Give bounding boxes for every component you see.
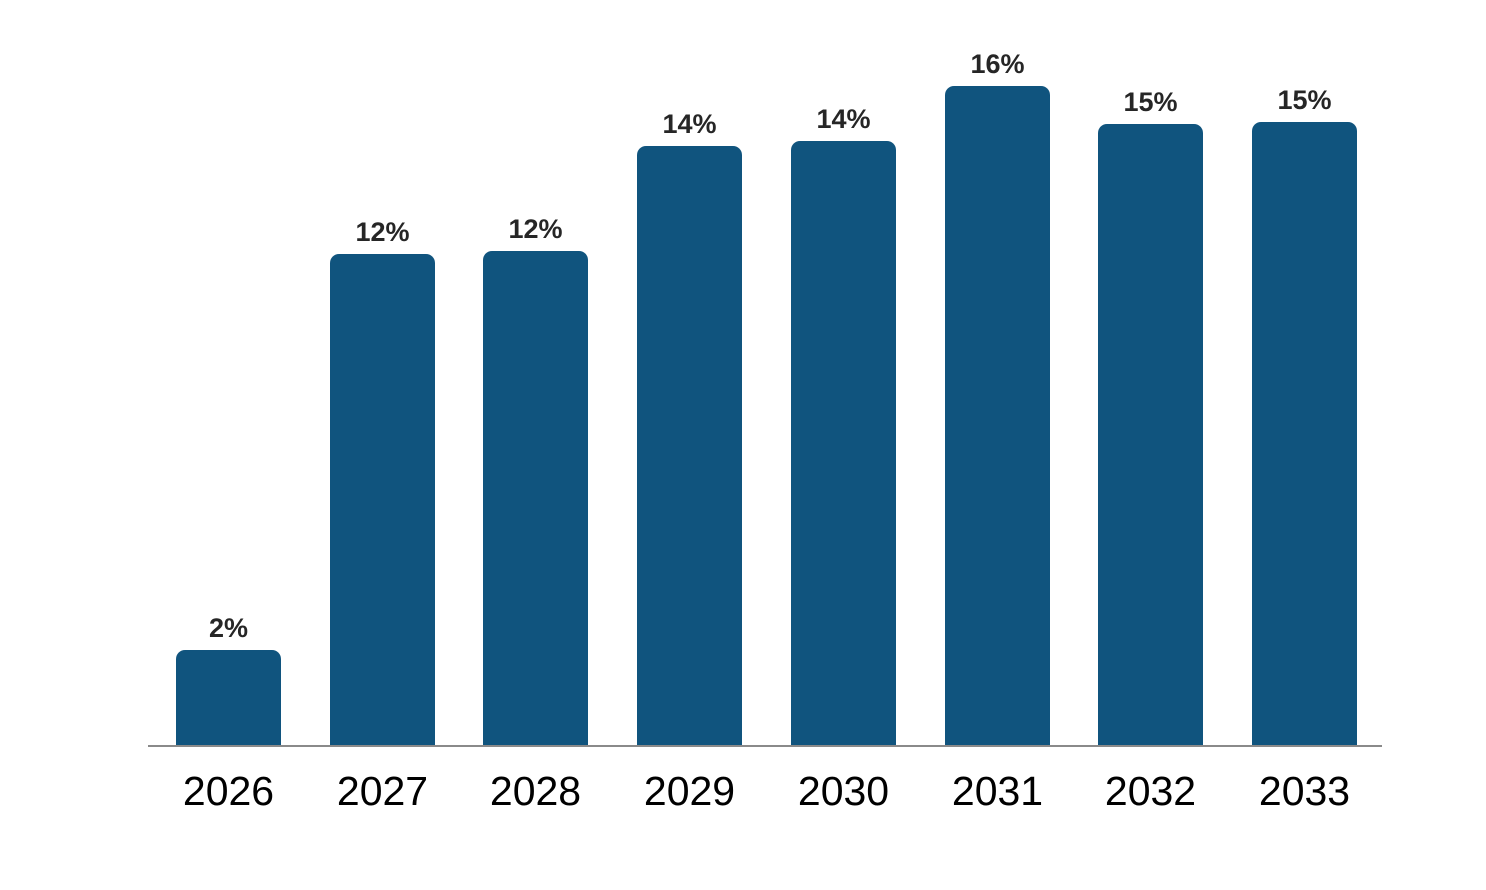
x-tick-label: 2028 — [489, 768, 582, 814]
bar-value-label: 2% — [208, 613, 249, 643]
bar-value-label: 12% — [355, 217, 410, 247]
bar-group-2030: 14% — [791, 0, 896, 745]
bar-group-2027: 12% — [330, 0, 435, 745]
x-tick-label: 2030 — [797, 768, 890, 814]
bar-group-2033: 15% — [1252, 0, 1357, 745]
bar-value-label: 14% — [816, 104, 871, 134]
bar-value-label: 12% — [508, 214, 563, 244]
x-tick-label: 2029 — [643, 768, 736, 814]
x-tick-label: 2026 — [182, 768, 275, 814]
x-tick-label: 2031 — [951, 768, 1044, 814]
bar — [637, 146, 742, 745]
bar-group-2032: 15% — [1098, 0, 1203, 745]
bar — [791, 141, 896, 745]
x-tick-label: 2033 — [1258, 768, 1351, 814]
bar — [330, 254, 435, 745]
bar-value-label: 15% — [1277, 85, 1332, 115]
bar-value-label: 16% — [970, 49, 1025, 79]
x-axis-line — [148, 745, 1382, 747]
bar — [945, 86, 1050, 745]
bar-value-label: 14% — [662, 109, 717, 139]
bar — [176, 650, 281, 745]
bar-value-label: 15% — [1123, 87, 1178, 117]
bar-group-2031: 16% — [945, 0, 1050, 745]
x-tick-label: 2027 — [336, 768, 429, 814]
bar — [483, 251, 588, 745]
bar-group-2028: 12% — [483, 0, 588, 745]
bar-group-2026: 2% — [176, 0, 281, 745]
bar-group-2029: 14% — [637, 0, 742, 745]
bar — [1252, 122, 1357, 745]
bar — [1098, 124, 1203, 745]
x-tick-label: 2032 — [1104, 768, 1197, 814]
